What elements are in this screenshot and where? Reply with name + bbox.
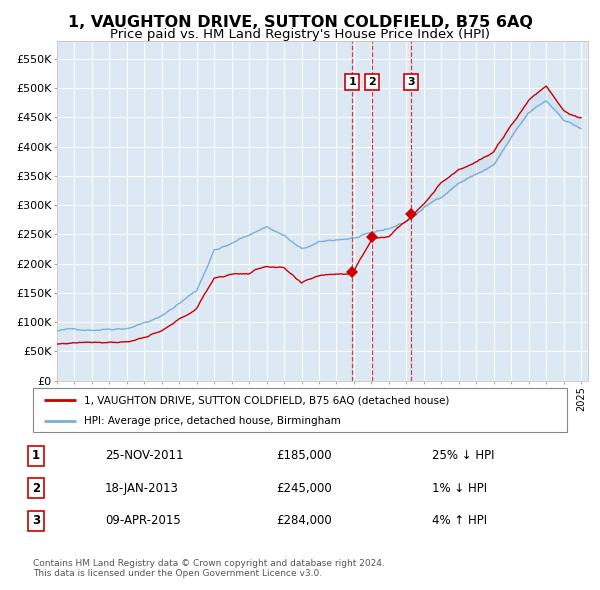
Text: Contains HM Land Registry data © Crown copyright and database right 2024.
This d: Contains HM Land Registry data © Crown c… — [33, 559, 385, 578]
Text: 18-JAN-2013: 18-JAN-2013 — [105, 481, 179, 495]
Text: 2: 2 — [32, 481, 40, 495]
Text: 1: 1 — [32, 449, 40, 463]
FancyBboxPatch shape — [33, 388, 567, 432]
Text: 1, VAUGHTON DRIVE, SUTTON COLDFIELD, B75 6AQ (detached house): 1, VAUGHTON DRIVE, SUTTON COLDFIELD, B75… — [84, 395, 449, 405]
Text: 3: 3 — [407, 77, 415, 87]
Text: 25-NOV-2011: 25-NOV-2011 — [105, 449, 184, 463]
Text: 1, VAUGHTON DRIVE, SUTTON COLDFIELD, B75 6AQ: 1, VAUGHTON DRIVE, SUTTON COLDFIELD, B75… — [68, 15, 532, 30]
Text: 1: 1 — [349, 77, 356, 87]
Text: 3: 3 — [32, 514, 40, 527]
Text: £284,000: £284,000 — [276, 514, 332, 527]
Text: £245,000: £245,000 — [276, 481, 332, 495]
Text: 4% ↑ HPI: 4% ↑ HPI — [432, 514, 487, 527]
Text: 09-APR-2015: 09-APR-2015 — [105, 514, 181, 527]
Text: 25% ↓ HPI: 25% ↓ HPI — [432, 449, 494, 463]
Text: 1% ↓ HPI: 1% ↓ HPI — [432, 481, 487, 495]
Text: £185,000: £185,000 — [276, 449, 332, 463]
Text: 2: 2 — [368, 77, 376, 87]
Text: Price paid vs. HM Land Registry's House Price Index (HPI): Price paid vs. HM Land Registry's House … — [110, 28, 490, 41]
Text: HPI: Average price, detached house, Birmingham: HPI: Average price, detached house, Birm… — [84, 417, 340, 426]
